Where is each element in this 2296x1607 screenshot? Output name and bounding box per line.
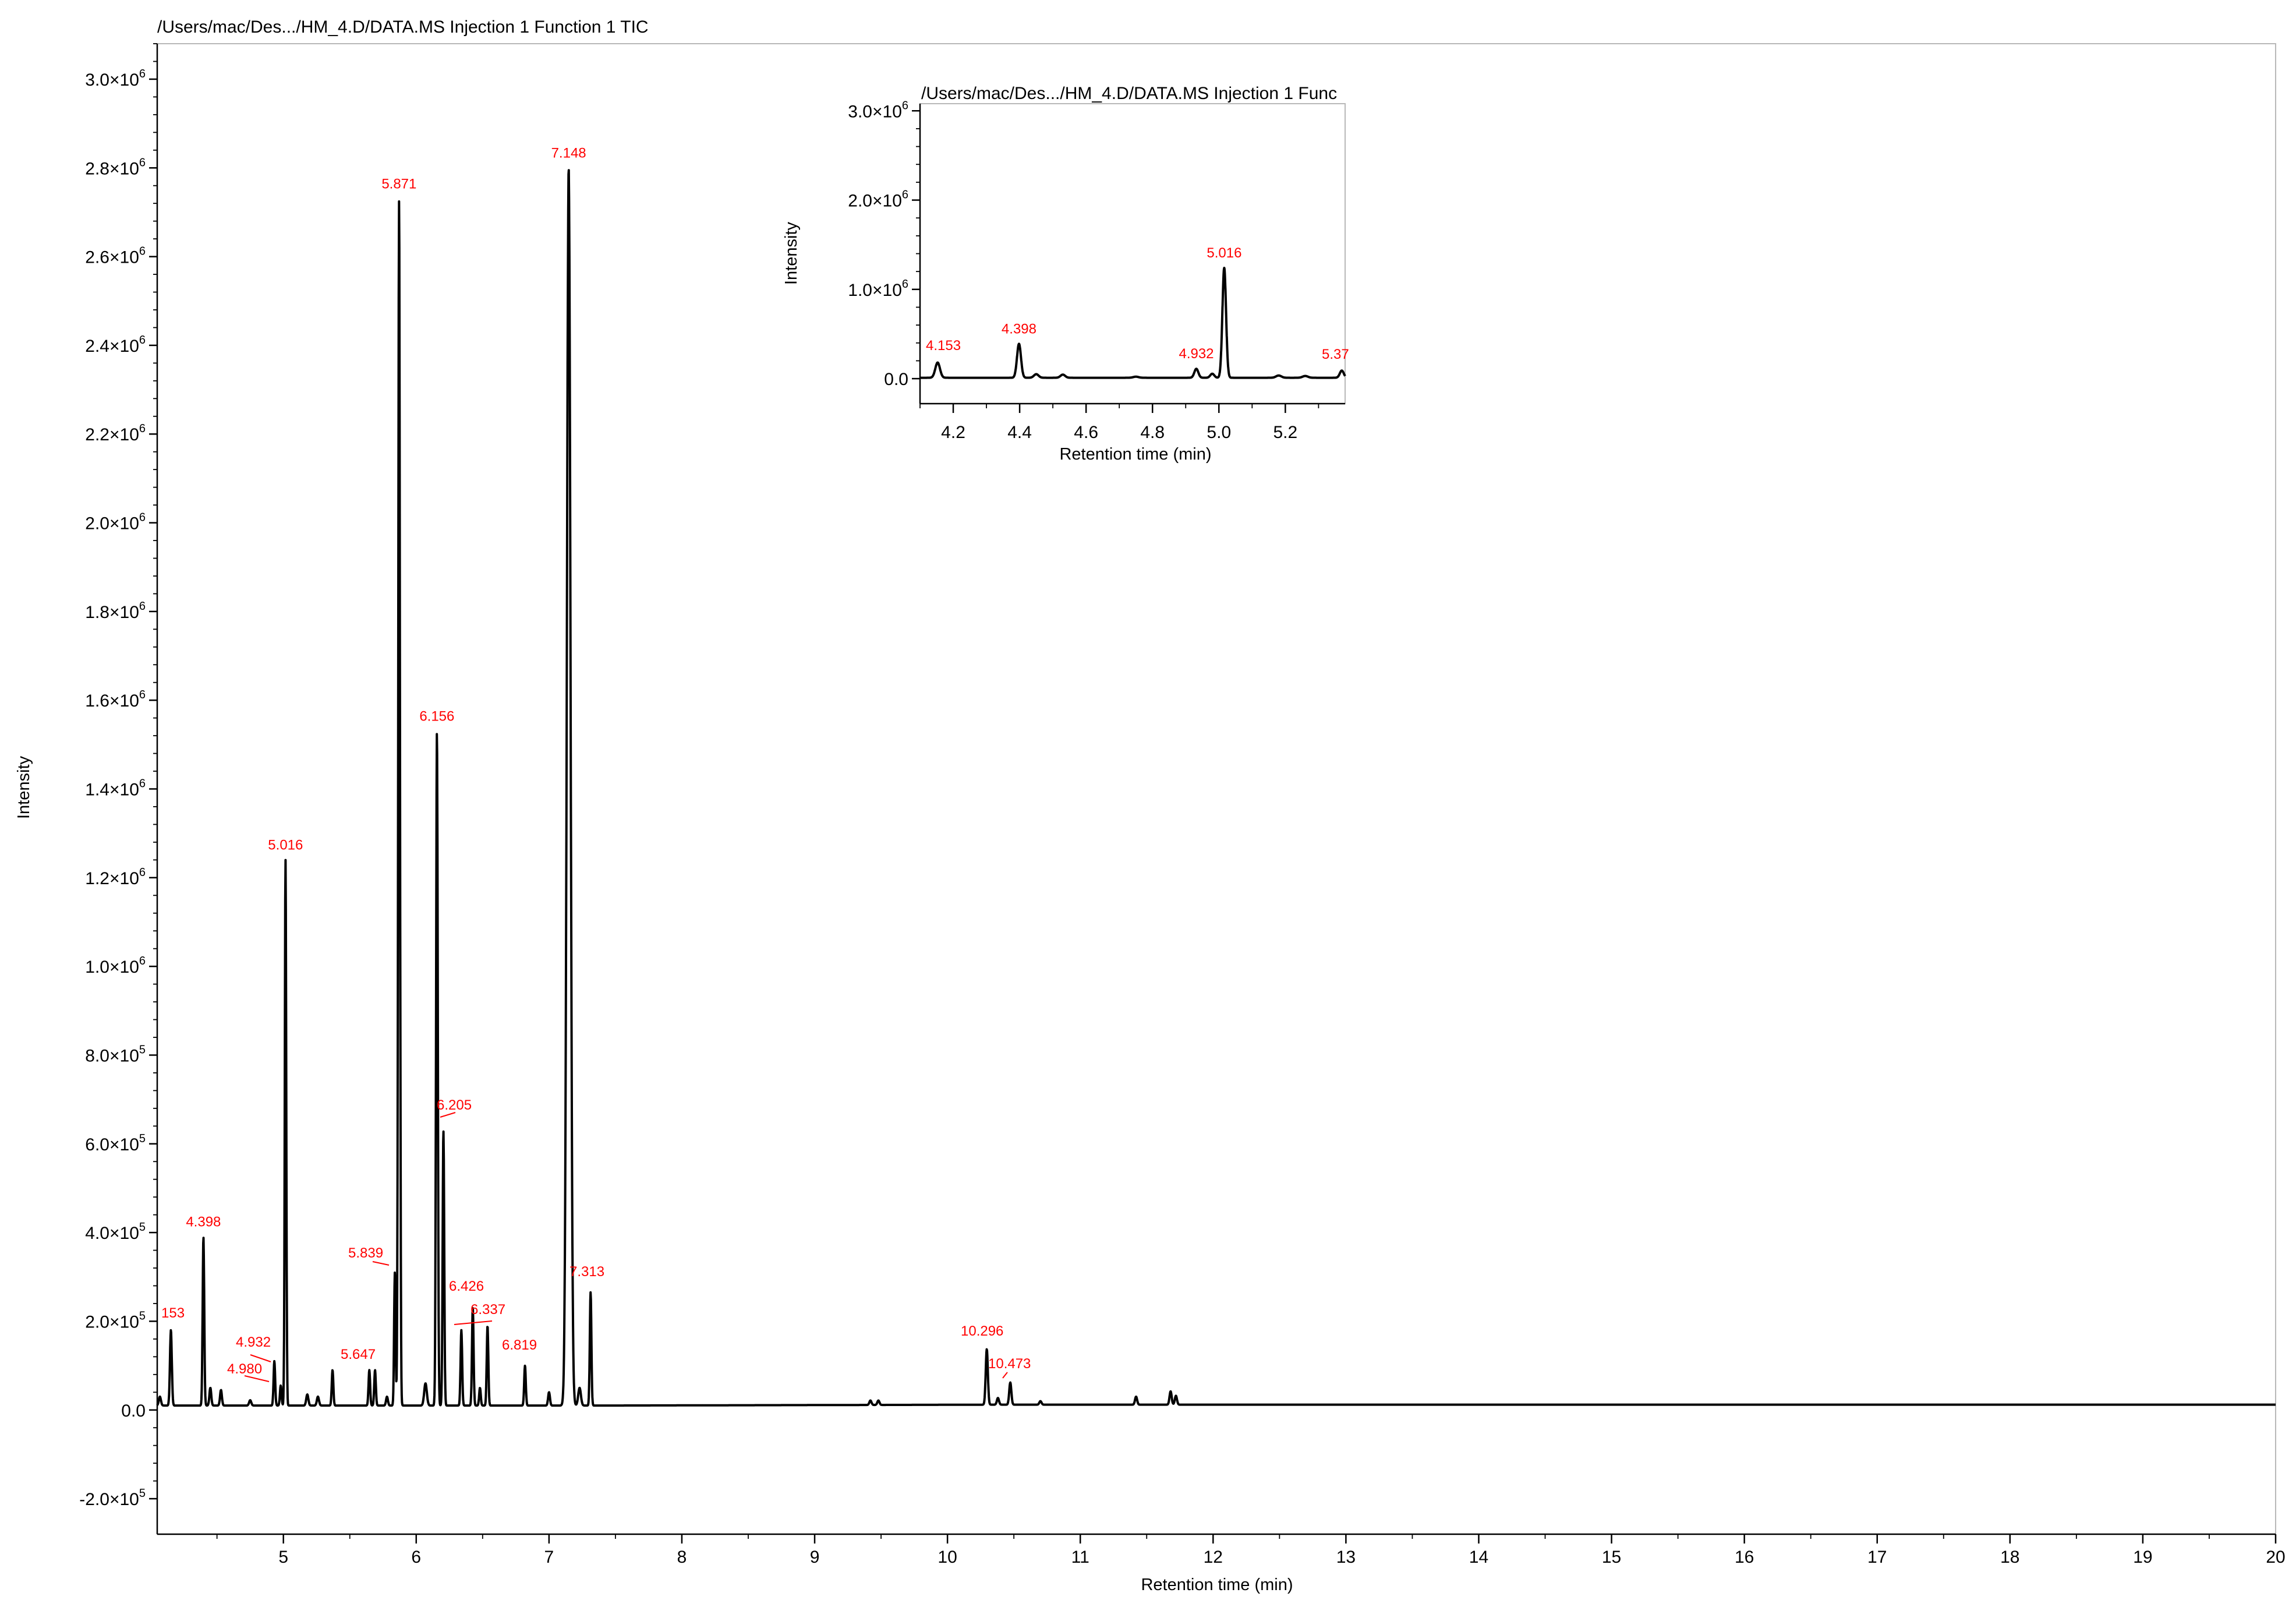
main-x-axis-title: Retention time (min) [1141, 1576, 1293, 1594]
peak-label: 5.839 [348, 1245, 383, 1261]
y-tick-label: 1.4×106 [85, 778, 146, 800]
peak-label: 6.337 [470, 1302, 505, 1318]
inset-x-axis-title: Retention time (min) [1059, 445, 1211, 464]
x-tick-label: 11 [1071, 1548, 1089, 1567]
y-tick-label: 2.8×106 [85, 156, 146, 178]
peak-label: 5.37 [1322, 347, 1349, 362]
peak-label: 5.016 [268, 837, 303, 853]
peak-label: 6.205 [437, 1097, 472, 1113]
x-tick-label: 4.2 [941, 423, 965, 442]
y-tick-label: 2.0×106 [85, 511, 146, 534]
x-tick-label: 4.8 [1140, 423, 1165, 442]
y-tick-label: 2.2×106 [85, 422, 146, 444]
peak-label: 4.980 [227, 1361, 262, 1377]
peak-label: 153 [161, 1305, 185, 1321]
peak-label: 7.148 [551, 145, 586, 161]
y-tick-label: 2.0×105 [85, 1309, 146, 1331]
y-tick-label: 6.0×105 [85, 1132, 146, 1154]
inset-chart: /Users/mac/Des.../HM_4.D/DATA.MS Injecti… [782, 84, 1349, 464]
main-chart-title: /Users/mac/Des.../HM_4.D/DATA.MS Injecti… [157, 17, 649, 37]
x-tick-label: 9 [810, 1548, 820, 1567]
peak-label: 5.647 [341, 1347, 376, 1362]
x-tick-label: 5 [278, 1548, 288, 1567]
peak-label: 10.473 [988, 1356, 1031, 1372]
x-tick-label: 14 [1469, 1548, 1488, 1567]
peak-label: 6.819 [502, 1337, 537, 1353]
peak-label: 6.156 [419, 708, 454, 724]
main-y-axis-title: Intensity [15, 756, 33, 819]
y-tick-label: 3.0×106 [848, 99, 908, 121]
main-x-axis: 5 6 7 8 9 10 11 12 13 14 15 16 17 18 19 20 [216, 1534, 2286, 1567]
x-tick-label: 4.4 [1007, 423, 1032, 442]
peak-label: 6.426 [449, 1278, 484, 1294]
x-tick-label: 12 [1204, 1548, 1223, 1567]
main-tic-trace [156, 169, 2277, 1407]
peak-label: 4.398 [186, 1214, 221, 1230]
peak-label: 4.932 [236, 1334, 271, 1350]
peak-label: 5.871 [381, 176, 416, 192]
x-tick-label: 7 [544, 1548, 554, 1567]
y-tick-label: 1.0×106 [85, 955, 146, 977]
peak-label: 10.296 [961, 1323, 1003, 1339]
x-tick-label: 5.2 [1273, 423, 1297, 442]
y-tick-label: 2.6×106 [85, 245, 146, 267]
x-tick-label: 8 [677, 1548, 687, 1567]
x-tick-label: 13 [1336, 1548, 1356, 1567]
y-tick-label: 3.0×106 [85, 68, 146, 90]
x-tick-label: 5.0 [1207, 423, 1231, 442]
x-tick-label: 4.6 [1074, 423, 1098, 442]
peak-label: 7.313 [569, 1264, 604, 1280]
x-tick-label: 20 [2266, 1548, 2285, 1567]
inset-y-axis: 0.0 1.0×106 2.0×106 3.0×106 [848, 99, 920, 389]
x-tick-label: 19 [2133, 1548, 2152, 1567]
y-tick-label: 8.0×105 [85, 1043, 146, 1065]
y-tick-label: 2.4×106 [85, 334, 146, 356]
inset-tic-trace [919, 267, 1346, 379]
x-tick-label: 16 [1735, 1548, 1754, 1567]
peak-leader-line [1002, 1372, 1008, 1379]
peak-label: 4.398 [1002, 321, 1036, 337]
inset-y-axis-title: Intensity [782, 222, 801, 285]
peak-label: 4.153 [926, 338, 961, 354]
peak-leader-line [244, 1375, 270, 1382]
y-tick-label: 1.2×106 [85, 866, 146, 888]
y-tick-label: 0.0 [884, 370, 908, 389]
y-tick-label: 0.0 [121, 1401, 146, 1421]
x-tick-label: 17 [1867, 1548, 1887, 1567]
x-tick-label: 15 [1602, 1548, 1621, 1567]
x-tick-label: 18 [2000, 1548, 2019, 1567]
peak-leader-line [372, 1261, 390, 1266]
y-tick-label: 1.8×106 [85, 600, 146, 622]
main-y-axis: -2.0×105 0.0 2.0×105 4.0×105 6.0×105 8.0×105 1… [79, 43, 157, 1509]
peak-label: 5.016 [1207, 245, 1241, 261]
inset-chart-title: /Users/mac/Des.../HM_4.D/DATA.MS Injecti… [921, 84, 1337, 103]
peak-leader-line [454, 1320, 493, 1325]
y-tick-label: 1.6×106 [85, 688, 146, 711]
inset-x-axis: 4.2 4.4 4.6 4.8 5.0 5.2 [919, 404, 1319, 442]
x-tick-label: 6 [411, 1548, 421, 1567]
peak-leader-line [440, 1112, 456, 1118]
peak-leader-line [250, 1354, 271, 1362]
inset-peak-labels: 4.153 4.398 4.932 5.016 5.37 [926, 245, 1349, 362]
y-tick-label: 2.0×106 [848, 189, 908, 211]
peak-label: 4.932 [1179, 346, 1214, 362]
y-tick-label: 4.0×105 [85, 1221, 146, 1243]
x-tick-label: 10 [937, 1548, 957, 1567]
y-tick-label: 1.0×106 [848, 278, 908, 300]
y-tick-label: -2.0×105 [79, 1487, 146, 1509]
main-chart: /Users/mac/Des.../HM_4.D/DATA.MS Injecti… [15, 17, 2286, 1594]
main-peak-labels: 153 4.398 4.932 4.980 5.016 5.647 5.839 5.871 6.… [161, 145, 1031, 1382]
